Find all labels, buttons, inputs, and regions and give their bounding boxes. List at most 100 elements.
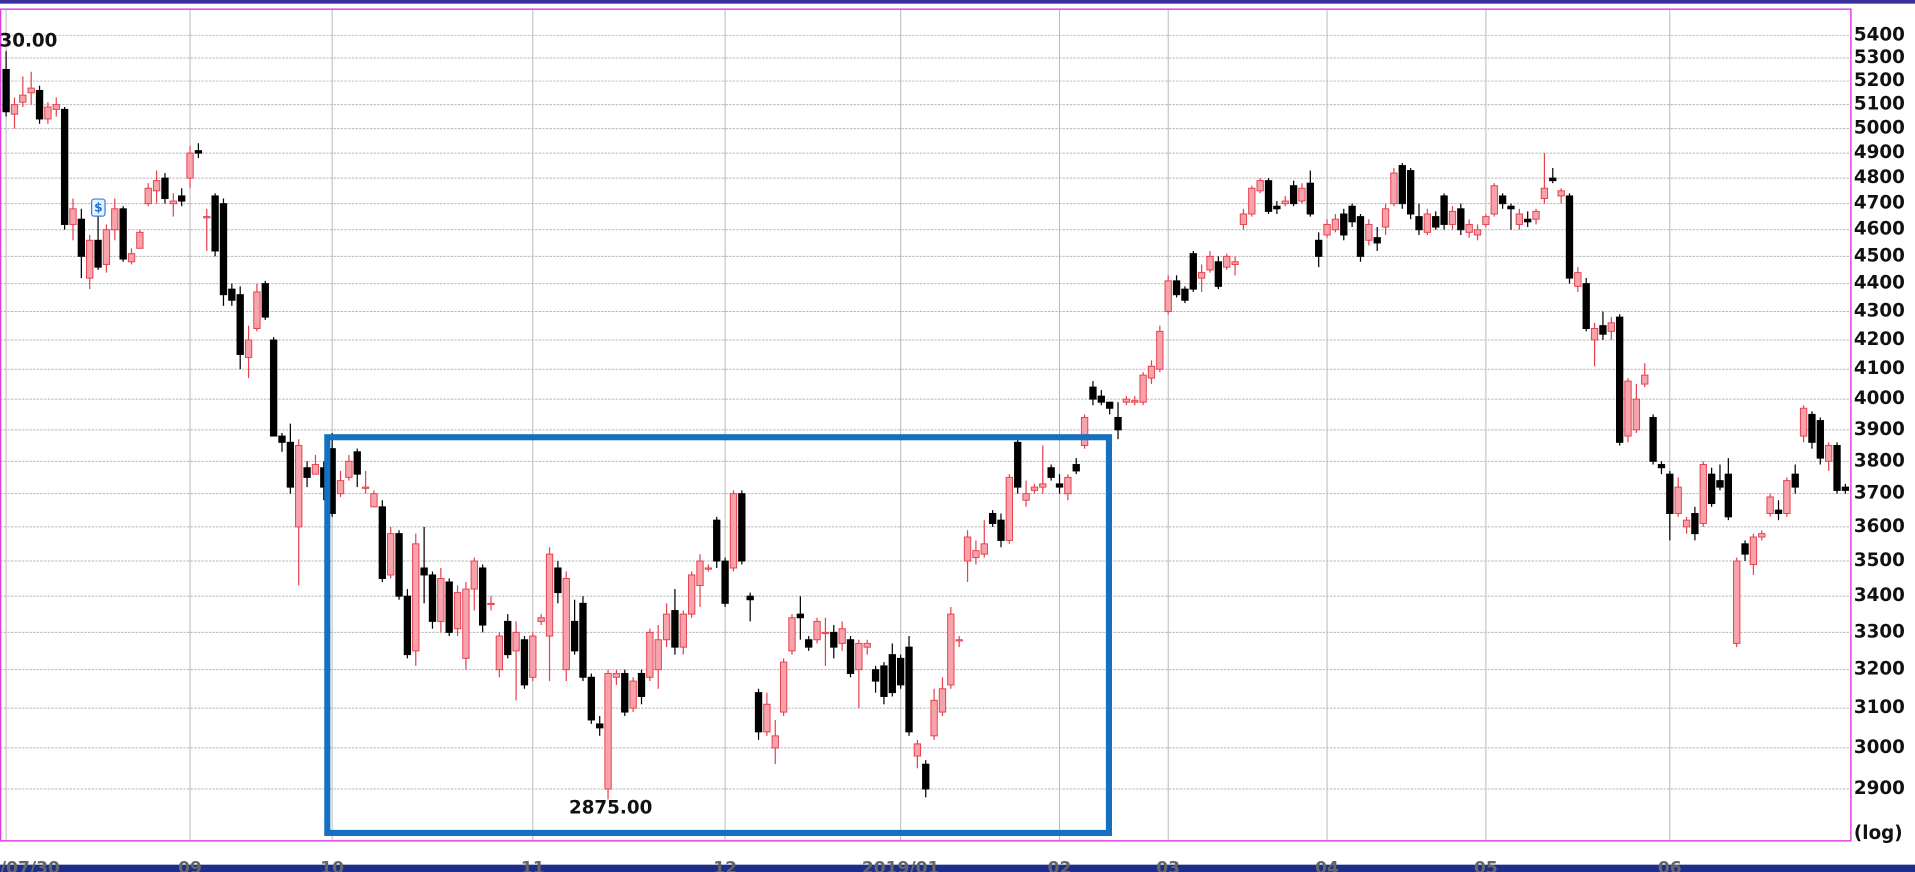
y-tick-label: 4100 [1854,358,1905,379]
candle-body [596,723,604,729]
candle-body [10,104,19,115]
candle-body [1490,185,1498,215]
candle-body [1432,216,1440,228]
candle-body [570,620,579,652]
candle-body [788,617,796,652]
y-tick-label: 4700 [1854,193,1905,214]
x-tick-label: 03 [1156,858,1180,872]
candle-body [412,543,420,652]
candle-body [1315,239,1323,257]
candle-body [1549,177,1557,182]
candle-body [855,642,863,671]
candle-body [1724,473,1733,518]
candle-body [621,672,629,713]
candle-body [127,253,136,263]
top-bar [0,0,1915,4]
candle-body [303,467,311,478]
candle-body [1624,380,1632,437]
candle-body [1014,441,1022,488]
candle-body [1582,283,1590,329]
candle-body [286,441,295,488]
candle-body [236,294,244,356]
candle-body [1833,444,1841,491]
candle-body [437,577,445,622]
candle-body [537,617,545,622]
candle-body [846,639,855,674]
candle-body [1457,208,1465,231]
candle-body [420,567,428,576]
candle-body [1381,208,1390,228]
candle-body [269,339,278,437]
y-tick-label: 3400 [1854,585,1905,606]
candle-body [52,104,60,110]
candle-body [445,581,453,633]
y-tick-label: 3900 [1854,419,1905,440]
candle-body [69,208,77,225]
candle-body [905,646,913,733]
y-tick-label: 3200 [1854,659,1905,680]
candle-body [1799,407,1808,437]
candle-body [1674,486,1682,514]
candle-body [1214,261,1223,287]
candle-body [1440,195,1448,225]
candle-body [587,676,595,721]
candle-body [930,699,938,737]
candle-body [579,602,587,678]
candle-body [1256,180,1264,192]
candle-body [1281,200,1289,205]
candle-body [897,657,905,686]
candle-body [353,451,361,475]
candle-body [1039,483,1047,488]
candle-body [830,631,838,648]
candle-body [1089,386,1097,400]
candle-body [1666,473,1674,514]
candle-body [387,533,395,576]
candle-body [671,610,679,648]
candle-body [194,150,203,154]
candle-body [1758,533,1766,538]
candle-body [1298,187,1306,202]
candle-body [821,631,830,635]
candle-body [721,560,729,604]
candle-body [219,203,228,296]
candle-body [1106,401,1114,409]
candle-body [244,339,253,358]
candle-body [512,631,520,652]
y-tick-label: 5300 [1854,47,1905,68]
y-tick-label: 3500 [1854,550,1905,571]
candle-body [1498,195,1507,205]
marker: $ [90,198,106,217]
candle-body [186,152,194,179]
candle-body [1331,218,1340,231]
candle-body [1248,187,1256,215]
candle-body [1657,464,1666,469]
candle-body [345,460,353,478]
candle-body [771,735,779,749]
candle-body [19,94,27,103]
x-tick-label: 11 [521,858,545,872]
plot-border [0,8,1852,842]
candle-body [504,620,512,656]
candle-body [1841,486,1850,491]
candle-body [1348,205,1356,223]
candle-body [102,229,111,265]
candle-body [295,444,303,528]
candle-body [278,435,286,443]
candle-body [679,613,687,648]
x-tick-label: 04 [1315,858,1339,872]
candle-body [629,680,637,709]
candle-body [796,613,805,619]
y-tick-label: 4400 [1854,273,1905,294]
candle-body [813,620,821,641]
candle-body [1189,253,1197,290]
candle-body [1064,476,1072,495]
candle-body [554,567,562,594]
candle-body [1097,395,1105,403]
candle-body [1047,467,1055,478]
candle-body [1825,444,1833,462]
candle-body [1632,398,1641,431]
candle-body [1532,210,1540,220]
candle-body [152,180,161,192]
y-tick-label: 2900 [1854,778,1905,799]
